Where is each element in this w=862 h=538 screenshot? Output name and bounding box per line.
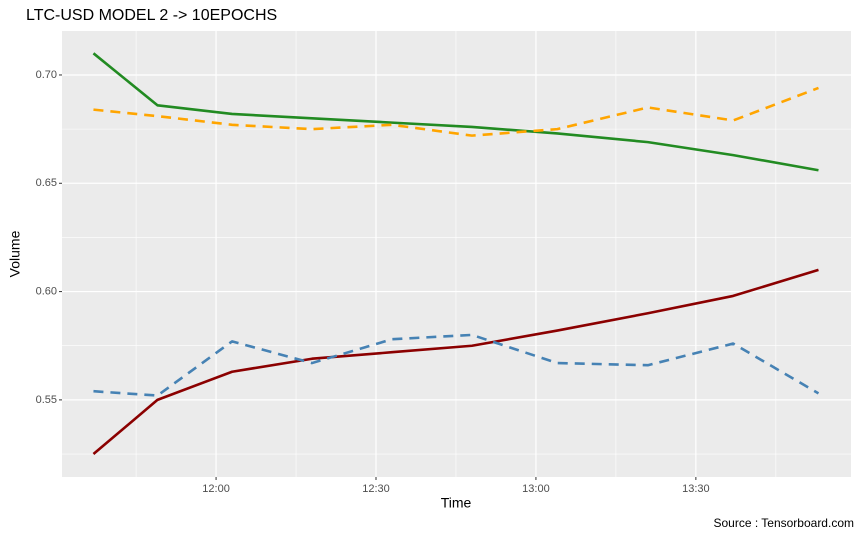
x-tick-label: 13:00: [522, 483, 550, 495]
series-line: [93, 86, 819, 137]
y-tick-label: 0.65: [36, 177, 57, 189]
y-tick-label: 0.55: [36, 394, 57, 406]
x-tick-label: 12:30: [362, 483, 390, 495]
chart-title: LTC-USD MODEL 2 -> 10EPOCHS: [26, 7, 277, 24]
caption: Source : Tensorboard.com: [713, 516, 854, 530]
x-tick-label: 12:00: [202, 483, 230, 495]
series-line: [92, 268, 819, 456]
y-tick-label: 0.70: [36, 69, 57, 81]
panel: [62, 31, 851, 477]
x-tick-label: 13:30: [682, 483, 710, 495]
series-line: [92, 52, 819, 172]
y-tick-label: 0.60: [36, 285, 57, 297]
x-axis-label: Time: [441, 495, 472, 511]
y-axis-label: Volume: [7, 230, 23, 277]
series-line: [93, 333, 820, 397]
